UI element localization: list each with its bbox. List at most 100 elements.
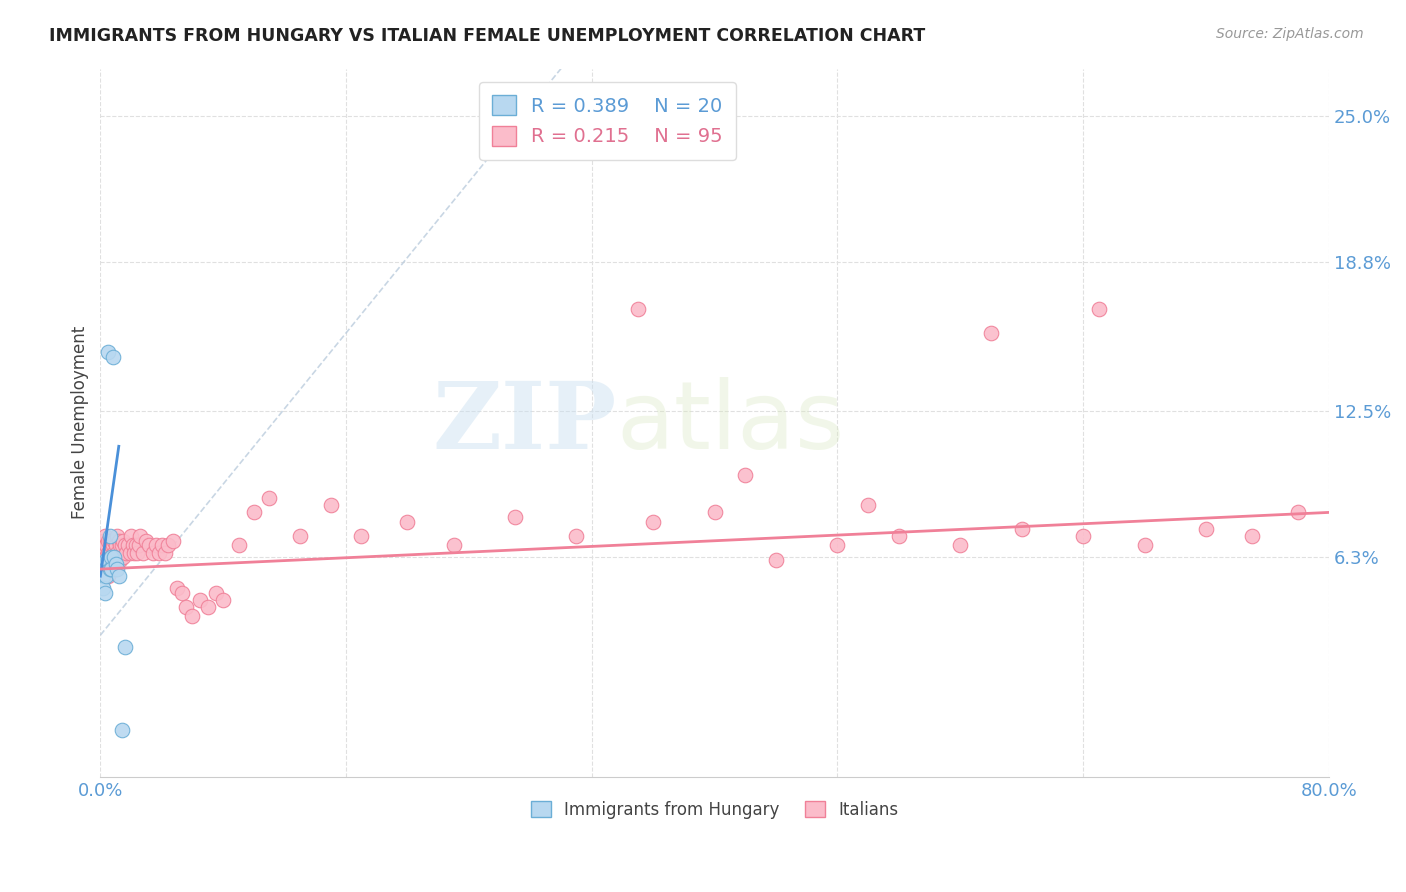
Point <box>827 539 849 553</box>
Point <box>100 550 122 565</box>
Point <box>117 539 139 553</box>
Point <box>121 539 143 553</box>
Point <box>204 585 226 599</box>
Point <box>103 533 125 548</box>
Point <box>100 562 122 576</box>
Y-axis label: Female Unemployment: Female Unemployment <box>72 326 89 519</box>
Point <box>103 550 125 565</box>
Point <box>100 562 122 576</box>
Point <box>98 545 121 559</box>
Point <box>734 467 756 482</box>
Point <box>112 550 135 565</box>
Point <box>105 545 128 559</box>
Point <box>156 539 179 553</box>
Point <box>396 515 419 529</box>
Point <box>104 558 127 572</box>
Point <box>188 592 211 607</box>
Point <box>887 529 910 543</box>
Point <box>93 545 115 559</box>
Point <box>90 539 112 553</box>
Point <box>94 545 117 559</box>
Point <box>166 581 188 595</box>
Point <box>114 539 136 553</box>
Text: ZIP: ZIP <box>432 377 616 467</box>
Point <box>93 533 115 548</box>
Point <box>122 545 145 559</box>
Point <box>94 585 117 599</box>
Point <box>98 533 121 548</box>
Point <box>100 539 122 553</box>
Point <box>105 529 128 543</box>
Text: IMMIGRANTS FROM HUNGARY VS ITALIAN FEMALE UNEMPLOYMENT CORRELATION CHART: IMMIGRANTS FROM HUNGARY VS ITALIAN FEMAL… <box>49 27 925 45</box>
Point <box>101 350 124 364</box>
Point <box>132 545 155 559</box>
Point <box>107 550 129 565</box>
Point <box>94 529 117 543</box>
Text: Source: ZipAtlas.com: Source: ZipAtlas.com <box>1216 27 1364 41</box>
Point <box>97 552 120 566</box>
Point <box>1195 522 1218 536</box>
Point <box>93 562 115 576</box>
Point <box>176 599 198 614</box>
Point <box>94 558 117 572</box>
Point <box>96 539 118 553</box>
Point <box>148 545 170 559</box>
Point <box>128 539 150 553</box>
Point <box>627 302 650 317</box>
Point <box>259 491 281 506</box>
Point <box>107 533 129 548</box>
Point <box>101 539 124 553</box>
Point <box>170 585 193 599</box>
Point <box>162 533 184 548</box>
Point <box>111 539 134 553</box>
Point <box>96 550 118 565</box>
Point <box>101 562 124 576</box>
Point <box>243 505 266 519</box>
Point <box>503 510 526 524</box>
Point <box>443 539 465 553</box>
Point <box>97 558 120 572</box>
Point <box>103 545 125 559</box>
Point <box>197 599 219 614</box>
Point <box>97 545 120 559</box>
Point <box>101 550 124 565</box>
Point <box>104 562 127 576</box>
Point <box>115 545 138 559</box>
Point <box>565 529 588 543</box>
Point <box>107 569 129 583</box>
Point <box>100 550 122 565</box>
Point <box>97 569 120 583</box>
Point <box>96 552 118 566</box>
Point <box>181 609 204 624</box>
Point <box>1071 529 1094 543</box>
Point <box>90 552 112 566</box>
Point <box>93 581 115 595</box>
Point <box>90 558 112 572</box>
Point <box>129 529 152 543</box>
Point <box>120 529 142 543</box>
Point <box>150 539 173 553</box>
Point <box>110 539 132 553</box>
Point <box>228 539 250 553</box>
Point <box>288 529 311 543</box>
Point <box>112 533 135 548</box>
Point <box>145 539 167 553</box>
Point <box>138 539 160 553</box>
Point <box>703 505 725 519</box>
Point <box>1133 539 1156 553</box>
Point <box>1087 302 1109 317</box>
Point <box>856 499 879 513</box>
Point <box>765 552 787 566</box>
Point <box>114 640 136 654</box>
Point <box>105 562 128 576</box>
Point <box>98 558 121 572</box>
Text: atlas: atlas <box>616 376 845 468</box>
Point <box>1011 522 1033 536</box>
Point <box>980 326 1002 340</box>
Point <box>97 533 120 548</box>
Legend: Immigrants from Hungary, Italians: Immigrants from Hungary, Italians <box>524 794 905 825</box>
Point <box>350 529 373 543</box>
Point <box>96 562 118 576</box>
Point <box>111 723 134 737</box>
Point <box>98 562 121 576</box>
